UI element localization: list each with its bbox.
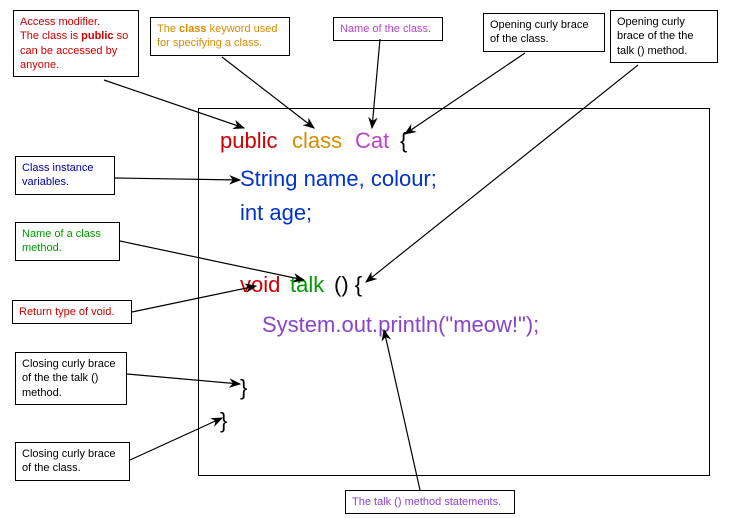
code-token: } (220, 408, 227, 434)
callout-mname: Name of a classmethod. (15, 222, 120, 261)
code-token: { (400, 128, 407, 154)
callout-clsname: Name of the class. (333, 17, 443, 41)
callout-openTalk: Opening curly brace of the the talk () m… (610, 10, 718, 63)
callout-instvars: Class instancevariables. (15, 156, 115, 195)
code-token: int age; (240, 200, 312, 226)
callout-access: Access modifier.The class is public so c… (13, 10, 139, 77)
callout-classkw: The class keyword used for specifying a … (150, 17, 290, 56)
code-token: void (240, 272, 286, 298)
callout-openCls: Opening curly brace of the class. (483, 13, 605, 52)
code-token: class (292, 128, 348, 154)
code-token: () { (334, 272, 362, 298)
callout-rettype: Return type of void. (12, 300, 132, 324)
callout-stmts: The talk () method statements. (345, 490, 515, 514)
code-token: Cat (355, 128, 395, 154)
callout-closeCls: Closing curly brace of the class. (15, 442, 130, 481)
code-token: String name, colour; (240, 166, 437, 192)
code-token: public (220, 128, 284, 154)
code-token: } (240, 375, 247, 401)
code-token: talk (290, 272, 330, 298)
callout-closeTalk: Closing curly brace of the the talk () m… (15, 352, 127, 405)
code-token: System.out.println("meow!"); (262, 312, 539, 338)
